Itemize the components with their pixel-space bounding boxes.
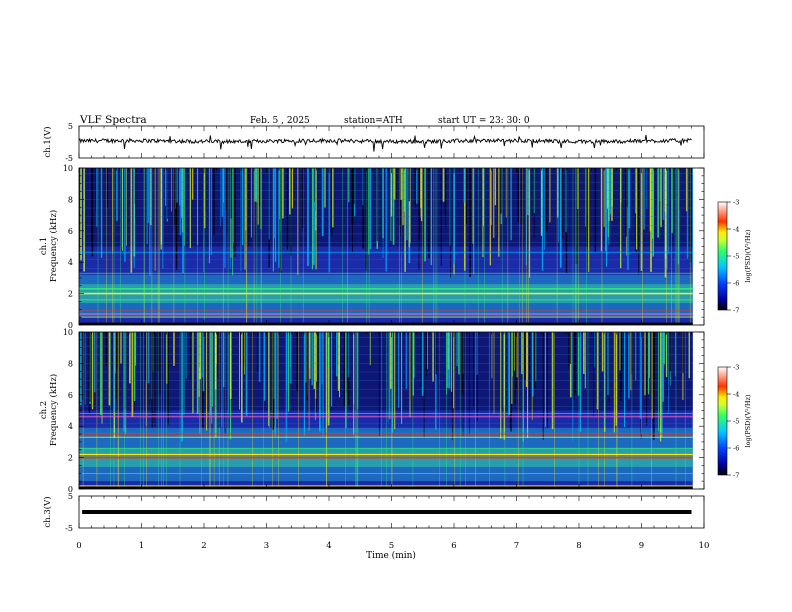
ch1-colorbar-label: log(PSD)(V²/Hz) [744,229,752,282]
ch3-ytick-top: 5 [68,492,73,501]
time-axis-label: Time (min) [366,550,416,561]
ch1-spectrogram-image [79,168,704,325]
ch3-ytick-bottom: -5 [65,524,73,533]
frequency-tick-label: 6 [68,227,73,236]
colorbar-tick-label: -7 [733,472,739,480]
ch2-spectrogram-channel-label: ch.2 [39,401,49,419]
ch1-ytick-top: 5 [68,122,73,131]
figure-title: VLF Spectra [79,114,147,126]
colorbar-tick-label: -3 [733,199,739,207]
ch1-voltage-ticks [78,126,705,158]
ch2-colorbar-gradient [717,366,728,476]
ch1-spectrogram-ticks: 0 2 4 6 8 10 [63,164,705,330]
frequency-tick-label: 10 [63,328,73,337]
ch1-voltage-trace [78,134,692,152]
time-tick-label: 3 [264,541,269,551]
time-tick-label: 10 [699,541,710,551]
frequency-tick-label: 0 [68,485,73,494]
time-tick-label: 5 [389,541,394,551]
ch1-voltage-panel: 5 -5 ch.1(V) [42,122,705,163]
colorbar-tick-label: -6 [733,280,739,288]
ch2-spectrogram-panel: 0 2 4 6 8 10 ch.2 Frequency (kHz) [39,328,705,494]
ch3-voltage-ylabel: ch.3(V) [42,496,53,527]
ch2-colorbar-ticks: -3 -4 -5 -6 -7 [727,364,739,480]
spectrogram-floor [79,322,693,325]
date-label: Feb. 5 , 2025 [250,116,310,126]
colorbar-tick-label: -3 [733,364,739,372]
ch1-colorbar-gradient [717,201,728,311]
time-tick-label: 2 [201,541,206,551]
ch2-spectrogram-ticks: 0 2 4 6 8 10 [63,328,705,494]
frequency-tick-label: 10 [63,164,73,173]
ch2-spectrogram-ylabel: Frequency (kHz) [48,374,59,446]
ch1-colorbar: -3 -4 -5 -6 -7 log(PSD)(V²/Hz) [717,199,752,315]
ch3-voltage-panel: 5 -5 ch.3(V) [42,492,705,533]
ch2-colorbar-label: log(PSD)(V²/Hz) [744,394,752,447]
frequency-tick-label: 4 [68,422,73,431]
ch1-spectrogram-channel-label: ch.1 [39,237,49,255]
ch1-colorbar-ticks: -3 -4 -5 -6 -7 [727,199,739,315]
colorbar-tick-label: -6 [733,445,739,453]
colorbar-tick-label: -4 [733,226,739,234]
ch1-spectrogram-ylabel: Frequency (kHz) [48,210,59,282]
colorbar-tick-label: -5 [733,418,739,426]
time-tick-label: 4 [326,541,331,551]
time-tick-label: 7 [514,541,519,551]
start-ut-label: start UT = 23: 30: 0 [438,116,530,126]
ch1-spectrogram-panel: 0 2 4 6 8 10 ch.1 Frequency (kHz) [39,164,705,330]
time-tick-label: 1 [139,541,144,551]
time-tick-label: 6 [451,541,456,551]
time-axis: 0 1 2 3 4 5 6 7 8 9 10 [76,541,709,551]
frequency-tick-label: 6 [68,391,73,400]
colorbar-tick-label: -5 [733,253,739,261]
time-tick-label: 0 [76,541,81,551]
spectrogram-high-band [79,332,693,411]
frequency-tick-label: 8 [68,359,73,368]
frequency-tick-label: 2 [68,290,73,299]
frequency-tick-label: 2 [68,454,73,463]
ch3-voltage-ticks [78,496,705,528]
colorbar-tick-label: -4 [733,391,739,399]
ch2-spectrogram-image [79,332,704,489]
station-label: station=ATH [344,116,403,126]
time-tick-label: 8 [576,541,581,551]
time-tick-label: 9 [639,541,644,551]
colorbar-tick-label: -7 [733,307,739,315]
ch1-voltage-ylabel: ch.1(V) [42,126,53,157]
ch1-ytick-bottom: -5 [65,154,73,163]
frequency-tick-label: 4 [68,258,73,267]
frequency-tick-label: 0 [68,321,73,330]
frequency-tick-label: 8 [68,195,73,204]
spectrogram-floor [79,486,693,489]
ch2-colorbar: -3 -4 -5 -6 -7 log(PSD)(V²/Hz) [717,364,752,480]
